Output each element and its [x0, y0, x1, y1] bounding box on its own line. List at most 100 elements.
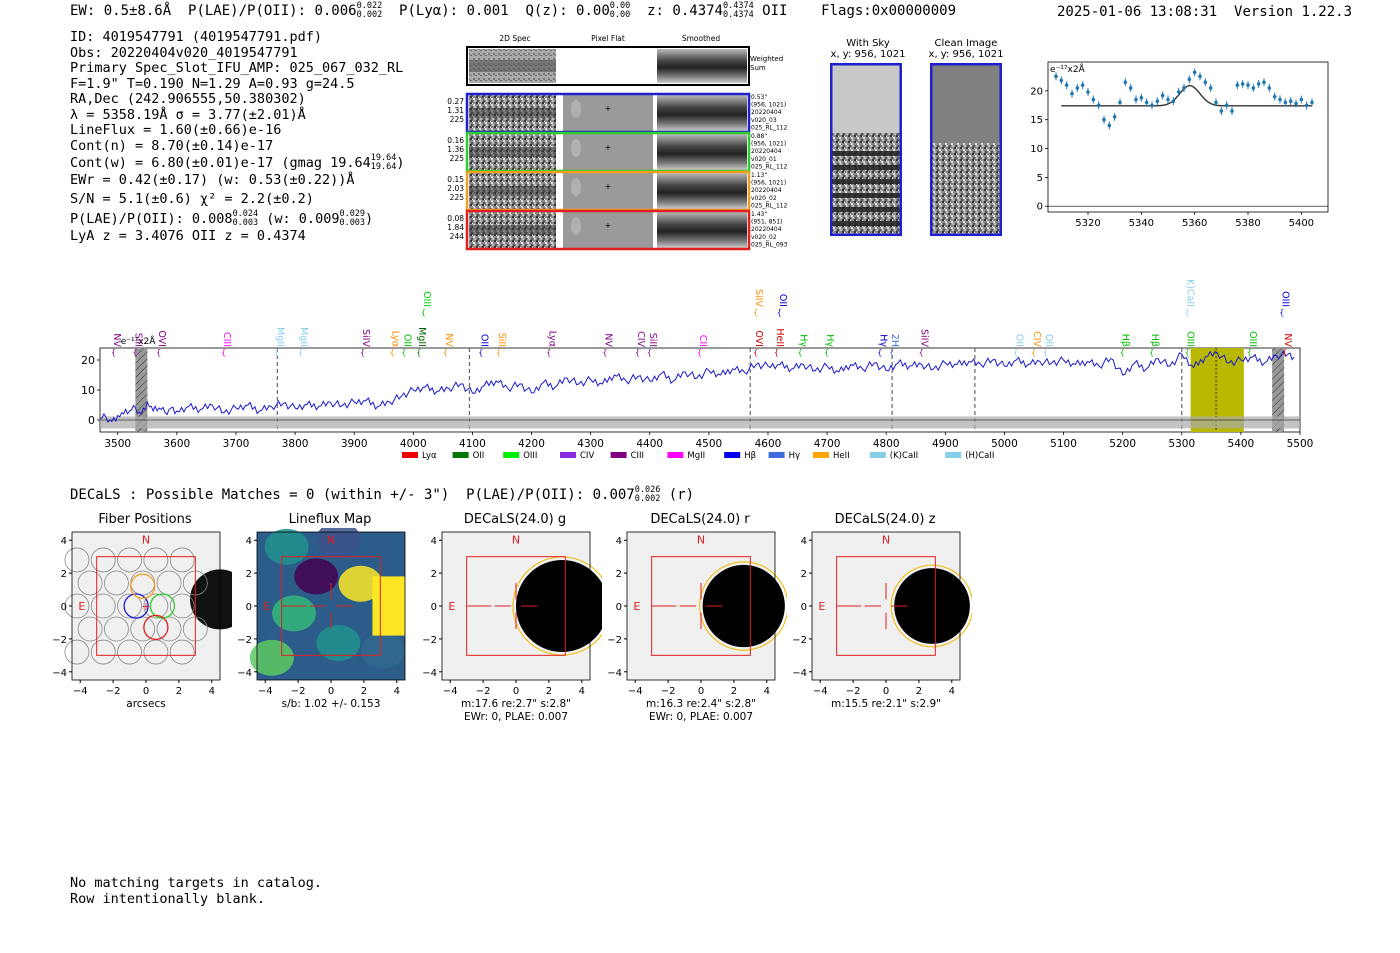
col-label-2dspec: 2D Spec	[499, 34, 530, 43]
spec-line-label-text: SiII	[132, 333, 143, 347]
spec-line-label: OIII	[1247, 331, 1258, 347]
decals-panel-title: Lineflux Map	[288, 512, 372, 527]
fit-data-point	[1203, 80, 1208, 84]
spec-xtick-label: 4200	[518, 438, 545, 450]
fiber-circle	[104, 570, 129, 596]
fit-ytick-label: 0	[1037, 202, 1043, 213]
spec-line-label: CIV	[635, 331, 646, 347]
compass-north: N	[142, 534, 150, 547]
panel-ytick-label: 2	[431, 569, 437, 580]
fit-xtick-label: 5380	[1235, 218, 1260, 229]
full-spectrum-chart: 0 10 20 3500 3600 3700 3800 3900 4000 4100 4200 430…	[81, 280, 1314, 461]
fit-data-point	[1096, 103, 1101, 108]
info-plae2-w-hi: 0.029	[339, 209, 366, 219]
header-z-line: OII	[762, 3, 788, 19]
header-ew: EW: 0.5±8.6Å	[70, 3, 172, 19]
panel-xtick-label: 4	[394, 686, 400, 697]
cutout-row-right-5: 025_RL_093	[751, 241, 788, 248]
spec-line-label-brace: {	[753, 348, 758, 357]
spec-line-label-brace: {	[1043, 348, 1048, 357]
cutout-row-left-2: 2.03	[447, 184, 464, 193]
compass-north: N	[512, 534, 520, 547]
fit-data-point	[1107, 123, 1112, 128]
fit-ytick-label: 20	[1030, 86, 1043, 97]
spec-line-label-text: OII	[401, 334, 412, 347]
spec-legend-label: HeII	[833, 451, 850, 461]
cutout-trace	[469, 186, 556, 196]
spec-line-label: Hγ	[797, 334, 808, 347]
flux-map-blob	[294, 558, 339, 595]
spec-legend-label: (K)CaII	[890, 451, 918, 461]
fiber-circle-primary	[130, 573, 156, 599]
spec-line-label: Hβ	[1120, 334, 1131, 347]
fit-data-point	[1080, 83, 1085, 87]
header-qz-lo: 0.00	[609, 10, 631, 20]
spec-line-label: Hγ	[877, 334, 888, 347]
fiber-circle	[77, 570, 103, 596]
fiber-circle	[64, 639, 90, 665]
spec-line-label: Hγ	[824, 334, 835, 347]
spec-line-label: SiIV	[919, 329, 930, 347]
flux-map-blob	[316, 625, 361, 661]
panel-xtick-label: −4	[258, 686, 273, 697]
spec-line-label-brace: {	[1185, 348, 1190, 357]
spec-line-label: MgII	[416, 327, 427, 347]
spec-ylabel: e⁻¹⁷x2Å	[121, 335, 157, 347]
fit-data-point	[1112, 115, 1117, 119]
spec-legend-swatch	[503, 452, 520, 458]
pixelflat-mark: +	[605, 104, 612, 113]
spec-line-label-text: OIII	[1279, 291, 1290, 307]
fit-data-point	[1123, 80, 1128, 84]
cutout-smoothed	[657, 212, 747, 248]
fiber-circle-primary	[123, 593, 149, 619]
fit-ylabel: e⁻¹⁷x2Å	[1050, 63, 1086, 75]
spec-line-label-brace: {	[647, 348, 652, 357]
decals-plae-hi: 0.026	[634, 485, 661, 495]
spec-line-label-text: Hγ	[877, 334, 888, 347]
spec-legend-swatch	[452, 452, 469, 458]
cutout-row-left-3: 244	[450, 232, 465, 241]
spec-xtick-label: 5500	[1287, 438, 1314, 450]
cutout-trace	[469, 108, 556, 118]
spec-line-label: OII	[777, 294, 788, 307]
spec-hatched-region	[1272, 348, 1285, 432]
fit-data-point	[1278, 97, 1282, 102]
aperture-box	[96, 556, 196, 656]
panel-ytick-label: 0	[61, 602, 67, 613]
spec-line-label-brace: {	[797, 348, 802, 357]
cutout-row-right-5: 025_RL_112	[751, 202, 788, 209]
spec-line-label: Lyα	[546, 331, 557, 347]
spec-legend-swatch	[869, 452, 886, 458]
cutout-row-left-2: 1.31	[447, 106, 464, 115]
info-params: F=1.9" T=0.190 N=1.29 A=0.93 g=24.5	[70, 75, 355, 92]
flux-map-blob	[264, 528, 309, 565]
spec-legend-label: Hβ	[744, 451, 756, 461]
spec-legend-label: OII	[473, 451, 485, 461]
fit-data-point	[1267, 86, 1272, 90]
spec-line-label: SiII	[132, 333, 143, 347]
spec-line-label-brace: {	[496, 348, 501, 357]
spec-line-label-text: NV	[443, 333, 454, 347]
info-lineflux: LineFlux = 1.60(±0.66)e-16	[70, 122, 282, 138]
with-sky-image	[830, 63, 902, 236]
header-plae-hi: 0.022	[356, 1, 383, 11]
spec-line-label: CII	[697, 335, 708, 347]
spec-legend-swatch	[813, 452, 829, 458]
panel-ytick-label: −4	[237, 668, 252, 679]
spec-line-label-brace: {	[1282, 348, 1287, 357]
fit-data-point	[1235, 83, 1240, 87]
pixelflat-mark: +	[605, 143, 612, 152]
spec-line-label: SiIV	[360, 329, 371, 347]
cutout-row-right-4: v020_02	[751, 234, 777, 241]
source-blob	[516, 559, 602, 653]
spec-line-label-brace: {	[777, 308, 782, 317]
header-version: Version 1.22.3	[1234, 4, 1353, 20]
cutout-row-right-2: (956, 1021)	[751, 102, 786, 109]
source-blob	[894, 568, 970, 644]
spec-legend-label: Lyα	[422, 451, 437, 461]
spec-line-label-text: Lyα	[390, 331, 401, 347]
info-contn: Cont(n) = 8.70(±0.14)e-17	[70, 137, 274, 154]
